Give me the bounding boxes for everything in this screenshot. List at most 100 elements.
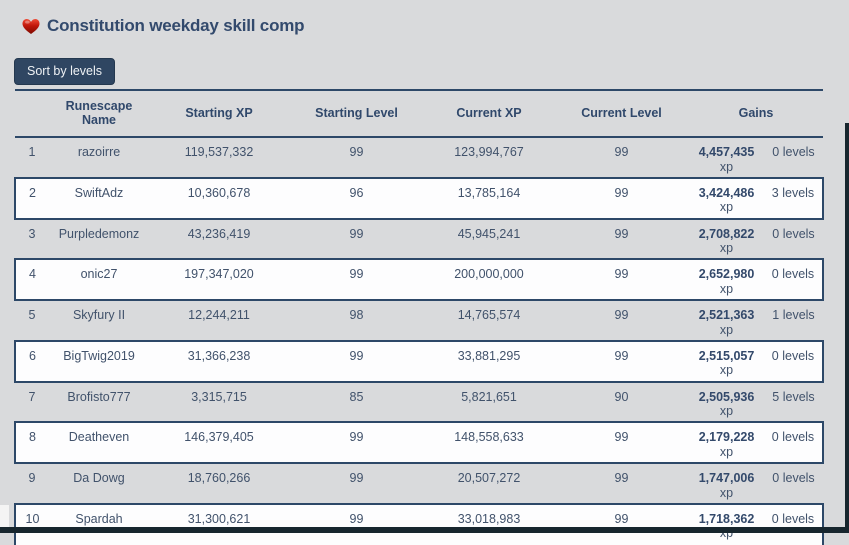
sort-by-levels-button[interactable]: Sort by levels bbox=[14, 58, 116, 85]
current-level-cell: 99 bbox=[614, 145, 629, 159]
rank-cell: 1 bbox=[28, 145, 36, 159]
name-cell: razoirre bbox=[77, 145, 121, 159]
gains-xp-cell: 2,515,057 xp bbox=[689, 341, 764, 382]
gains-xp-value: 2,515,057 bbox=[698, 348, 755, 363]
gains-xp-unit: xp bbox=[719, 322, 734, 337]
rank-cell: 6 bbox=[29, 348, 36, 363]
name-cell: Deatheven bbox=[68, 430, 130, 445]
gains-xp-unit: xp bbox=[719, 241, 734, 256]
current-xp-cell: 20,507,272 bbox=[457, 471, 521, 485]
gains-xp-value: 2,179,228 bbox=[698, 430, 755, 445]
gains-xp-unit: xp bbox=[719, 485, 734, 500]
starting-xp-cell: 31,366,238 bbox=[187, 348, 251, 363]
table-row: 2 SwiftAdz 10,360,678 96 13,785,164 99 3… bbox=[15, 177, 823, 219]
starting-level-cell: 99 bbox=[349, 471, 364, 485]
gains-xp-value: 4,457,435 bbox=[698, 145, 755, 159]
table-row: 3 Purpledemonz 43,236,419 99 45,945,241 … bbox=[15, 218, 823, 260]
name-cell: Spardah bbox=[75, 511, 123, 526]
gains-levels-cell: 0 levels bbox=[771, 430, 815, 445]
rank-cell: 9 bbox=[28, 471, 36, 485]
rank-cell: 5 bbox=[28, 308, 36, 322]
gains-levels-cell: 5 levels bbox=[772, 389, 815, 404]
gains-xp-unit: xp bbox=[719, 159, 734, 174]
current-level-cell: 90 bbox=[614, 389, 629, 404]
current-level-cell: 99 bbox=[614, 348, 629, 363]
current-level-cell: 99 bbox=[614, 226, 629, 241]
gains-levels-cell: 0 levels bbox=[771, 511, 815, 526]
gains-xp-unit: xp bbox=[719, 200, 734, 215]
table-body: 1 razoirre 119,537,332 99 123,994,767 99… bbox=[15, 137, 823, 545]
column-header-starting-xp: Starting XP bbox=[149, 90, 289, 138]
table-row: 9 Da Dowg 18,760,266 99 20,507,272 99 1,… bbox=[15, 463, 823, 504]
column-header-runescape-name: Runescape Name bbox=[49, 90, 149, 138]
gains-levels-cell: 0 levels bbox=[772, 145, 815, 159]
gains-xp-value: 1,747,006 bbox=[698, 471, 755, 485]
name-cell: BigTwig2019 bbox=[63, 348, 135, 363]
current-xp-cell: 13,785,164 bbox=[457, 185, 521, 200]
gains-xp-value: 1,718,362 bbox=[698, 511, 755, 526]
current-level-cell: 99 bbox=[614, 511, 629, 526]
gains-xp-cell: 4,457,435 xp bbox=[689, 137, 764, 178]
rank-cell: 2 bbox=[29, 185, 36, 200]
starting-xp-cell: 3,315,715 bbox=[191, 389, 247, 404]
current-xp-cell: 33,018,983 bbox=[457, 511, 521, 526]
gains-xp-unit: xp bbox=[719, 281, 734, 296]
table-row: 8 Deatheven 146,379,405 99 148,558,633 9… bbox=[15, 422, 823, 463]
rank-cell: 10 bbox=[25, 511, 40, 526]
gains-levels-cell: 0 levels bbox=[772, 226, 815, 241]
current-xp-cell: 123,994,767 bbox=[454, 145, 524, 159]
table-row: 1 razoirre 119,537,332 99 123,994,767 99… bbox=[15, 137, 823, 178]
gains-xp-cell: 2,521,363 xp bbox=[689, 300, 764, 341]
rank-column-header bbox=[15, 90, 49, 138]
page-edge-right bbox=[845, 123, 849, 527]
current-xp-cell: 45,945,241 bbox=[457, 226, 521, 241]
name-cell: Skyfury II bbox=[72, 308, 126, 322]
table-row: 6 BigTwig2019 31,366,238 99 33,881,295 9… bbox=[15, 340, 823, 382]
page-title: Constitution weekday skill comp bbox=[47, 16, 305, 35]
gains-xp-value: 2,505,936 bbox=[698, 389, 755, 404]
starting-xp-cell: 197,347,020 bbox=[184, 267, 254, 282]
rank-cell: 3 bbox=[28, 226, 36, 241]
red-heart-icon bbox=[22, 18, 40, 34]
gains-xp-cell: 3,424,486 xp bbox=[689, 178, 764, 219]
column-header-starting-level: Starting Level bbox=[289, 90, 424, 138]
current-level-cell: 99 bbox=[614, 430, 629, 445]
current-level-cell: 99 bbox=[614, 471, 629, 485]
gains-xp-value: 2,708,822 bbox=[698, 226, 755, 241]
rank-cell: 4 bbox=[29, 267, 36, 282]
name-cell: onic27 bbox=[80, 267, 118, 282]
starting-xp-cell: 119,537,332 bbox=[184, 145, 254, 159]
starting-level-cell: 99 bbox=[349, 145, 364, 159]
starting-xp-cell: 18,760,266 bbox=[187, 471, 251, 485]
gains-xp-cell: 2,505,936 xp bbox=[689, 382, 764, 423]
name-cell: Da Dowg bbox=[73, 471, 125, 485]
gains-levels-cell: 1 levels bbox=[772, 308, 815, 322]
gains-xp-unit: xp bbox=[719, 363, 734, 378]
name-cell: Brofisto777 bbox=[67, 389, 131, 404]
starting-level-cell: 99 bbox=[349, 226, 364, 241]
column-header-current-level: Current Level bbox=[554, 90, 689, 138]
scrollbar-corner bbox=[0, 505, 9, 527]
starting-level-cell: 85 bbox=[349, 389, 364, 404]
gains-levels-cell: 0 levels bbox=[772, 471, 815, 485]
current-xp-cell: 5,821,651 bbox=[461, 389, 517, 404]
leaderboard-table: Runescape Name Starting XP Starting Leve… bbox=[14, 89, 824, 545]
gains-levels-cell: 0 levels bbox=[771, 348, 815, 363]
starting-level-cell: 99 bbox=[349, 267, 364, 282]
table-row: 4 onic27 197,347,020 99 200,000,000 99 2… bbox=[15, 259, 823, 300]
starting-xp-cell: 12,244,211 bbox=[188, 308, 250, 322]
gains-xp-cell: 2,179,228 xp bbox=[689, 422, 764, 463]
current-xp-cell: 200,000,000 bbox=[454, 267, 524, 282]
column-header-current-xp: Current XP bbox=[424, 90, 554, 138]
table-row: 5 Skyfury II 12,244,211 98 14,765,574 99… bbox=[15, 300, 823, 341]
table-row: 10 Spardah 31,300,621 99 33,018,983 99 1… bbox=[15, 503, 823, 545]
gains-xp-cell: 2,652,980 xp bbox=[689, 259, 764, 300]
gains-xp-cell: 1,718,362 xp bbox=[689, 504, 764, 545]
current-level-cell: 99 bbox=[614, 308, 629, 322]
starting-level-cell: 96 bbox=[349, 185, 364, 200]
current-xp-cell: 148,558,633 bbox=[454, 430, 524, 445]
table-row: 7 Brofisto777 3,315,715 85 5,821,651 90 … bbox=[15, 381, 823, 423]
starting-xp-cell: 146,379,405 bbox=[184, 430, 254, 445]
gains-xp-value: 2,521,363 bbox=[698, 308, 755, 322]
current-level-cell: 99 bbox=[614, 267, 629, 282]
